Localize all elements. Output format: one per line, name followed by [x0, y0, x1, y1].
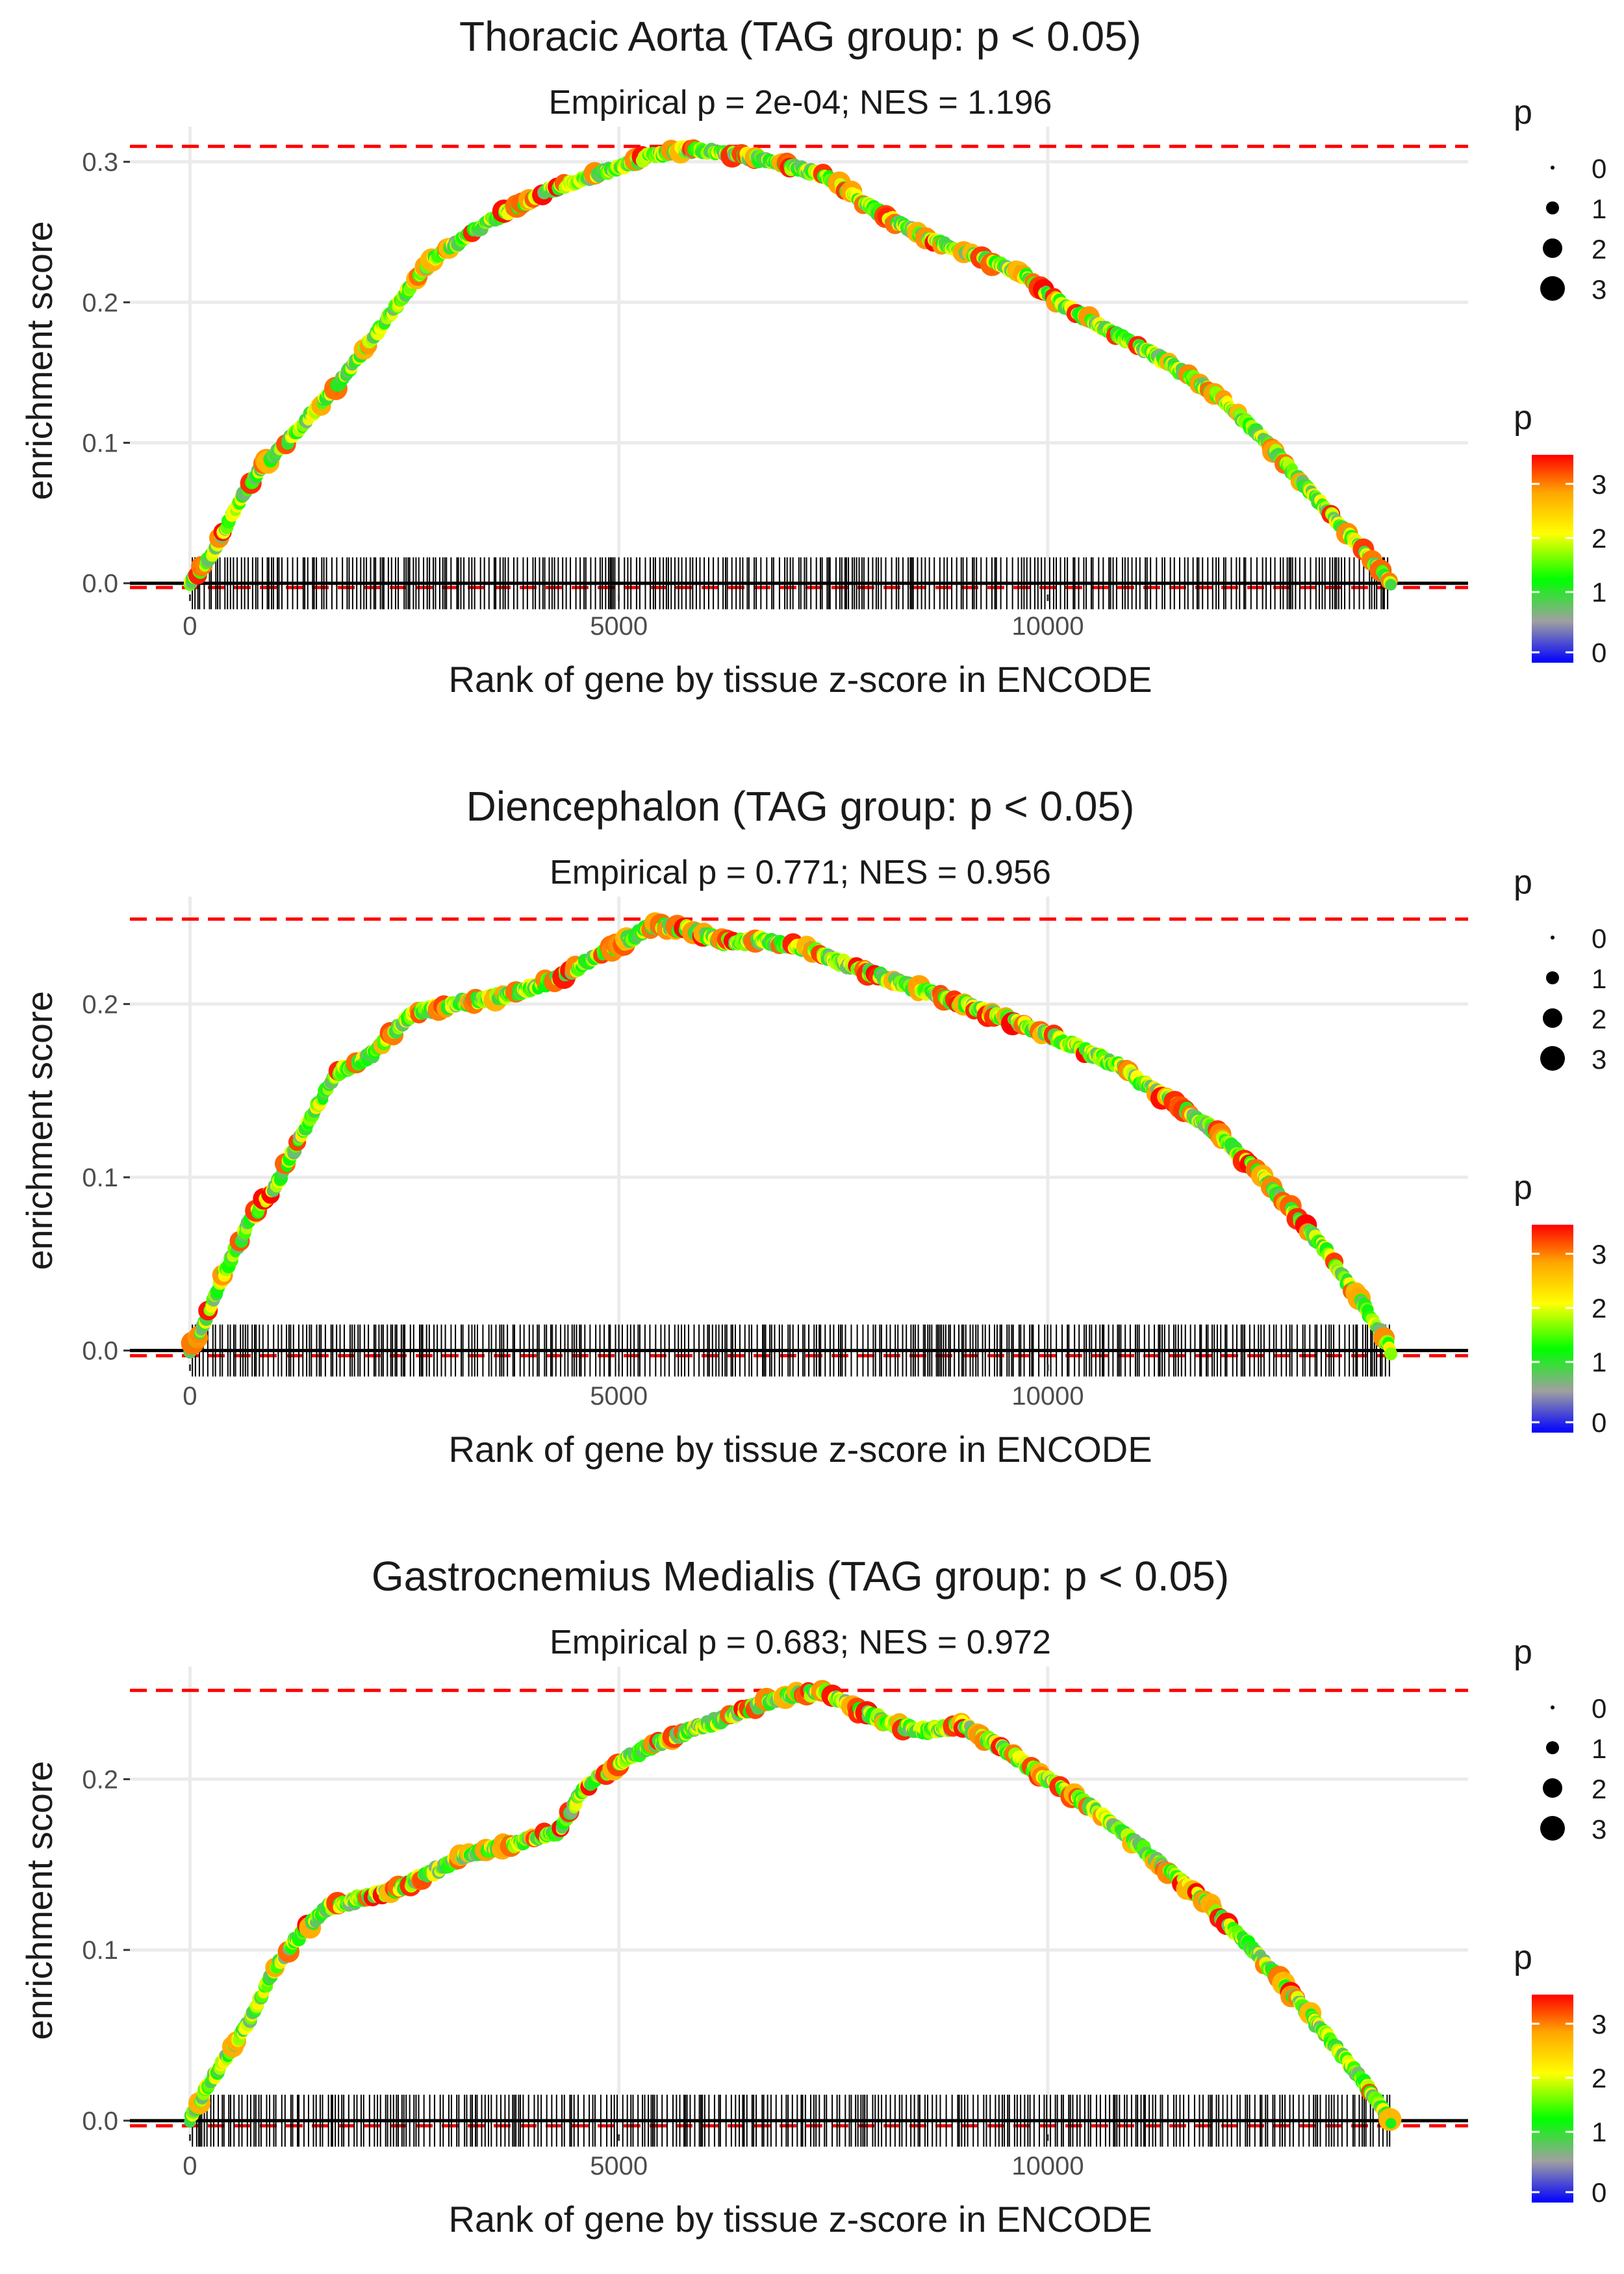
chart-subtitle: Empirical p = 0.771; NES = 0.956: [550, 854, 1051, 891]
y-tick-label: 0.0: [82, 570, 118, 598]
y-tick-label: 0.0: [82, 1337, 118, 1366]
color-legend-label: 0: [1592, 1407, 1606, 1438]
size-legend-label: 0: [1592, 923, 1606, 954]
x-tick-label: 5000: [590, 612, 648, 641]
y-tick-label: 0.1: [82, 1164, 118, 1192]
size-legend-label: 1: [1592, 964, 1606, 994]
y-tick-label: 0.2: [82, 288, 118, 317]
curve-point: [1384, 1347, 1398, 1361]
color-legend-bar: [1532, 455, 1573, 663]
color-legend-label: 2: [1592, 523, 1606, 554]
size-legend-dot: [1540, 1046, 1565, 1071]
color-legend-title: p: [1514, 1169, 1532, 1207]
chart-title: Diencephalon (TAG group: p < 0.05): [466, 783, 1135, 830]
enrichment-curve: [184, 1680, 1402, 2131]
size-legend-dot: [1543, 1008, 1562, 1028]
size-legend-label: 2: [1592, 234, 1606, 264]
chart-title: Thoracic Aorta (TAG group: p < 0.05): [459, 13, 1141, 60]
gridlines: [130, 127, 1468, 594]
size-legend-dot: [1540, 276, 1565, 301]
chart-subtitle: Empirical p = 0.683; NES = 0.972: [550, 1624, 1051, 1661]
y-axis-label: enrichment score: [19, 991, 60, 1270]
size-legend-label: 3: [1592, 1044, 1606, 1075]
y-tick-label: 0.3: [82, 148, 118, 177]
y-tick-label: 0.2: [82, 990, 118, 1019]
size-legend-label: 0: [1592, 153, 1606, 184]
x-tick-label: 5000: [590, 1382, 648, 1411]
color-legend-label: 1: [1592, 577, 1606, 607]
size-legend-dot: [1543, 238, 1562, 258]
enrichment-curve: [181, 912, 1398, 1361]
size-legend-dot: [1551, 936, 1554, 939]
size-legend-label: 3: [1592, 274, 1606, 305]
x-tick-label: 0: [183, 612, 197, 641]
color-legend-label: 0: [1592, 637, 1606, 668]
chart-panel-2: Diencephalon (TAG group: p < 0.05) Empiri…: [19, 783, 1606, 1470]
chart-panel-1: Thoracic Aorta (TAG group: p < 0.05) Empi…: [19, 13, 1606, 700]
x-axis-label: Rank of gene by tissue z-score in ENCODE: [448, 659, 1152, 700]
size-legend-dot: [1546, 201, 1559, 214]
size-legend-dot: [1551, 166, 1554, 170]
color-legend-label: 2: [1592, 1293, 1606, 1323]
x-tick-label: 0: [183, 1382, 197, 1411]
x-tick-label: 10000: [1011, 1382, 1084, 1411]
chart-title: Gastrocnemius Medialis (TAG group: p < 0…: [372, 1553, 1229, 1600]
enrichment-curve: [183, 139, 1398, 591]
color-legend-label: 1: [1592, 1347, 1606, 1377]
color-legend-label: 3: [1592, 469, 1606, 500]
size-legend: p 0 1 2 3: [1514, 863, 1606, 1075]
size-legend-title: p: [1514, 94, 1532, 131]
gridlines: [130, 897, 1468, 1364]
color-legend: p 3 2 1 0: [1514, 1169, 1606, 1438]
color-legend: p 3 2 1 0: [1514, 399, 1606, 668]
size-legend: p 0 1 2 3: [1514, 94, 1606, 305]
chart-subtitle: Empirical p = 2e-04; NES = 1.196: [549, 84, 1052, 121]
color-legend-title: p: [1514, 399, 1532, 437]
size-legend-label: 1: [1592, 194, 1606, 224]
x-axis-label: Rank of gene by tissue z-score in ENCODE: [448, 1429, 1152, 1470]
x-tick-label: 10000: [1011, 612, 1084, 641]
color-legend-bar: [1532, 1225, 1573, 1433]
color-legend-label: 3: [1592, 1239, 1606, 1270]
y-axis-label: enrichment score: [19, 221, 60, 500]
curve-point: [1385, 578, 1397, 591]
size-legend-title: p: [1514, 863, 1532, 901]
size-legend-dot: [1546, 971, 1559, 984]
y-tick-label: 0.1: [82, 429, 118, 457]
chart-panel-3: Gastrocnemius Medialis (TAG group: p < 0…: [19, 1553, 1606, 2240]
size-legend-label: 2: [1592, 1004, 1606, 1034]
